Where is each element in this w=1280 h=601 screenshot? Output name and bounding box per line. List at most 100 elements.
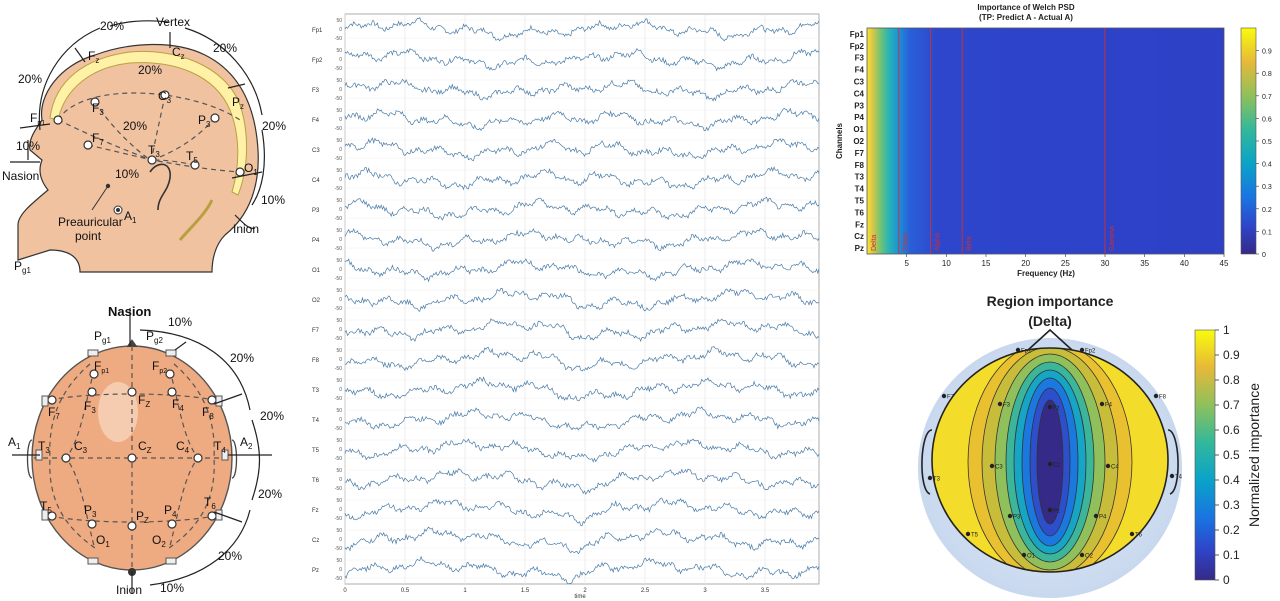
eeg-ytick-label: 0 (339, 87, 342, 93)
topo-electrode-dot (1079, 552, 1085, 558)
heatmap-xtick-label: 45 (1220, 259, 1229, 268)
topo-electrode-label: F8 (1159, 395, 1167, 401)
topo-colorbar (1194, 329, 1216, 581)
eeg-ytick-label: -50 (335, 96, 342, 102)
eeg-xtick-label: 2.5 (641, 588, 650, 594)
eeg-trace (344, 196, 820, 221)
eeg-ytick-label: 50 (336, 288, 342, 294)
heatmap-colorbar-tick: 0.4 (1262, 162, 1272, 169)
heatmap-ylabel: Channels (835, 122, 844, 159)
side-pct-1: 20% (100, 19, 124, 33)
eeg-ytick-label: 0 (339, 147, 342, 153)
topo-head-outline (931, 347, 1169, 573)
heatmap-channel-label: F4 (855, 66, 865, 75)
heatmap-channel-label: Cz (854, 232, 864, 241)
heatmap-xtick-label: 35 (1140, 259, 1149, 268)
eeg-ytick-label: 0 (339, 567, 342, 573)
heatmap-channel-label: Fp2 (850, 42, 865, 51)
topo-right-ear (1167, 429, 1179, 495)
eeg-trace (344, 137, 820, 162)
eeg-trace (344, 526, 820, 555)
heatmap-colorbar-tick: 0.7 (1262, 94, 1272, 101)
heatmap-colorbar-tick: 0.6 (1262, 116, 1272, 123)
eeg-trace (344, 258, 820, 283)
band-label: Delta (871, 235, 878, 251)
heatmap-channel-label: F7 (855, 149, 865, 158)
topo-electrode-label: Pz (1053, 509, 1060, 515)
topo-electrode-dot (927, 475, 933, 481)
eeg-ytick-label: 0 (339, 177, 342, 183)
eeg-ytick-label: 50 (336, 108, 342, 114)
eeg-ytick-label: 0 (339, 357, 342, 363)
eeg-trace (344, 497, 820, 527)
eeg-ytick-label: 50 (336, 258, 342, 264)
welch-psd-heatmap: Importance of Welch PSD (TP: Predict A -… (835, 3, 1272, 278)
eeg-ytick-label: -50 (335, 486, 342, 492)
eeg-channel-label: T3 (312, 388, 320, 394)
eeg-ytick-label: 0 (339, 327, 342, 333)
eeg-channel-label: P4 (312, 238, 320, 244)
heatmap-colorbar-tick: 0.3 (1262, 184, 1272, 191)
eeg-ytick-label: -50 (335, 306, 342, 312)
eeg-channel-label: P3 (312, 208, 320, 214)
topo-electrode-dot (1153, 393, 1159, 399)
eeg-xtick-label: 1 (463, 588, 467, 594)
side-pct-5: 20% (123, 119, 147, 133)
side-label-inion: Inion (233, 222, 259, 236)
heatmap-xtick-label: 20 (1021, 259, 1030, 268)
eeg-trace (344, 16, 820, 42)
side-pct-6: 10% (16, 139, 40, 153)
topo-electrode-label: T3 (933, 477, 941, 483)
side-label-pg1: Pg1 (14, 259, 31, 275)
band-label: Theta (903, 233, 910, 251)
heatmap-title-line2: (TP: Predict A - Actual A) (979, 13, 1073, 22)
eeg-ytick-label: 0 (339, 387, 342, 393)
topo-electrode-dot (997, 401, 1003, 407)
topo-electrode-label: Fp2 (1085, 349, 1096, 355)
side-label-vertex: Vertex (156, 15, 190, 29)
topo-electrode-label: C3 (995, 465, 1003, 471)
region-importance-topomap: Region importance (Delta) Fp1 Fp2 F7 F3 Fz F4… (918, 293, 1262, 598)
heatmap-channel-label: Fp1 (850, 30, 865, 39)
eeg-channel-label: Fp2 (312, 58, 323, 64)
topo-colorbar-label: Normalized importance (1246, 383, 1262, 527)
topo-colorbar-tick: 0 (1223, 573, 1230, 587)
topo-colorbar-tick: 0.4 (1223, 473, 1240, 487)
eeg-ytick-label: 50 (336, 438, 342, 444)
eeg-trace (344, 227, 820, 252)
skull-band (49, 50, 247, 196)
eeg-channel-label: C4 (312, 178, 320, 184)
side-pct-4: 20% (138, 63, 162, 77)
heatmap-colorbar (1240, 27, 1257, 255)
top-label-pg2: Pg2 (146, 329, 163, 345)
topo-colorbar-tick: 0.6 (1223, 423, 1240, 437)
topo-colorbar-tick: 1 (1223, 323, 1230, 337)
topo-electrode-dot (1129, 531, 1135, 537)
topo-electrode-dot (1093, 513, 1099, 519)
side-label-preauricular-2: point (75, 229, 102, 243)
heatmap-channel-label: C4 (854, 89, 865, 98)
eeg-channel-label: Fz (312, 508, 319, 514)
heatmap-colorbar-tick: 0.1 (1262, 229, 1272, 236)
eeg-xtick-label: 1.5 (521, 588, 530, 594)
heatmap-channel-label: P3 (854, 101, 864, 110)
ear (149, 163, 171, 211)
side-label-a1: A1 (124, 209, 137, 225)
heatmap-xtick-label: 10 (942, 259, 951, 268)
eeg-ytick-label: 0 (339, 27, 342, 33)
eeg-xtick-label: 3 (703, 588, 707, 594)
topo-electrode-label: O2 (1085, 554, 1094, 560)
eeg-ytick-label: -50 (335, 456, 342, 462)
topo-electrode-label: T5 (971, 533, 979, 539)
heatmap-channel-label: P4 (854, 113, 864, 122)
eeg-ytick-label: 0 (339, 207, 342, 213)
eeg-channel-label: F8 (312, 358, 320, 364)
topo-left-ear (921, 429, 933, 495)
topo-electrode-dot (1047, 461, 1053, 467)
topo-electrode-dot (1047, 404, 1053, 410)
topo-electrode-label: P4 (1099, 515, 1107, 521)
eeg-ytick-label: -50 (335, 66, 342, 72)
top-pct-4: 20% (258, 487, 282, 501)
heatmap-channel-label: C3 (854, 78, 865, 87)
topo-electrode-dot (1007, 513, 1013, 519)
